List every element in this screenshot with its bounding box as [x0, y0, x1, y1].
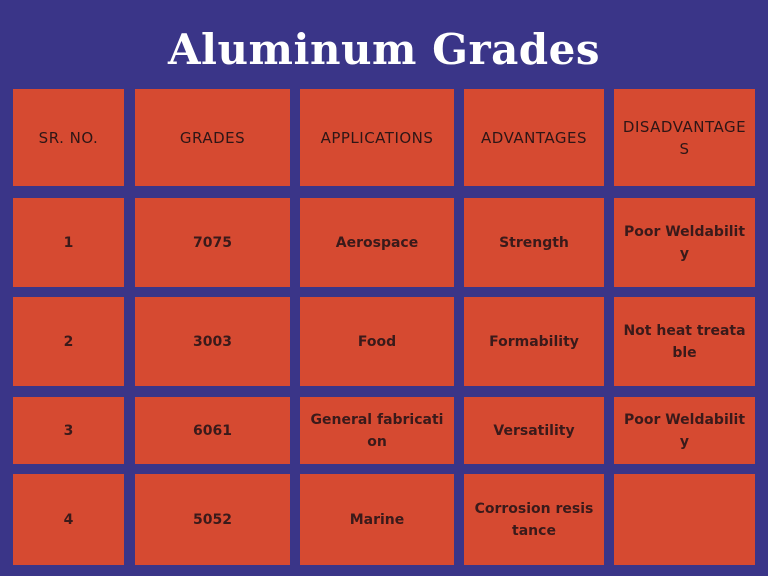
table-cell-application: General fabrication [300, 397, 454, 464]
table-cell-disadvantage: Poor Weldability [614, 397, 755, 464]
table-cell-disadvantage: Poor Weldability [614, 198, 755, 287]
table-cell-grade: 3003 [135, 297, 290, 386]
table-cell-sr-no: 4 [13, 474, 124, 565]
table-cell-grade: 5052 [135, 474, 290, 565]
table-cell-sr-no: 1 [13, 198, 124, 287]
table-cell-advantage: Versatility [464, 397, 604, 464]
table-cell-application: Marine [300, 474, 454, 565]
table-header-advantages: ADVANTAGES [464, 89, 604, 186]
table-cell-disadvantage [614, 474, 755, 565]
table-cell-advantage: Strength [464, 198, 604, 287]
table-cell-application: Aerospace [300, 198, 454, 287]
page-title: Aluminum Grades [167, 25, 601, 74]
table-header-sr-no: SR. NO. [13, 89, 124, 186]
table-cell-disadvantage: Not heat treatable [614, 297, 755, 386]
table-cell-sr-no: 3 [13, 397, 124, 464]
table-header-disadvantages: DISADVANTAGES [614, 89, 755, 186]
table-header-applications: APPLICATIONS [300, 89, 454, 186]
table-header-grades: GRADES [135, 89, 290, 186]
table-cell-sr-no: 2 [13, 297, 124, 386]
table-cell-advantage: Formability [464, 297, 604, 386]
table-cell-grade: 7075 [135, 198, 290, 287]
table-cell-grade: 6061 [135, 397, 290, 464]
table-cell-advantage: Corrosion resistance [464, 474, 604, 565]
table-cell-application: Food [300, 297, 454, 386]
